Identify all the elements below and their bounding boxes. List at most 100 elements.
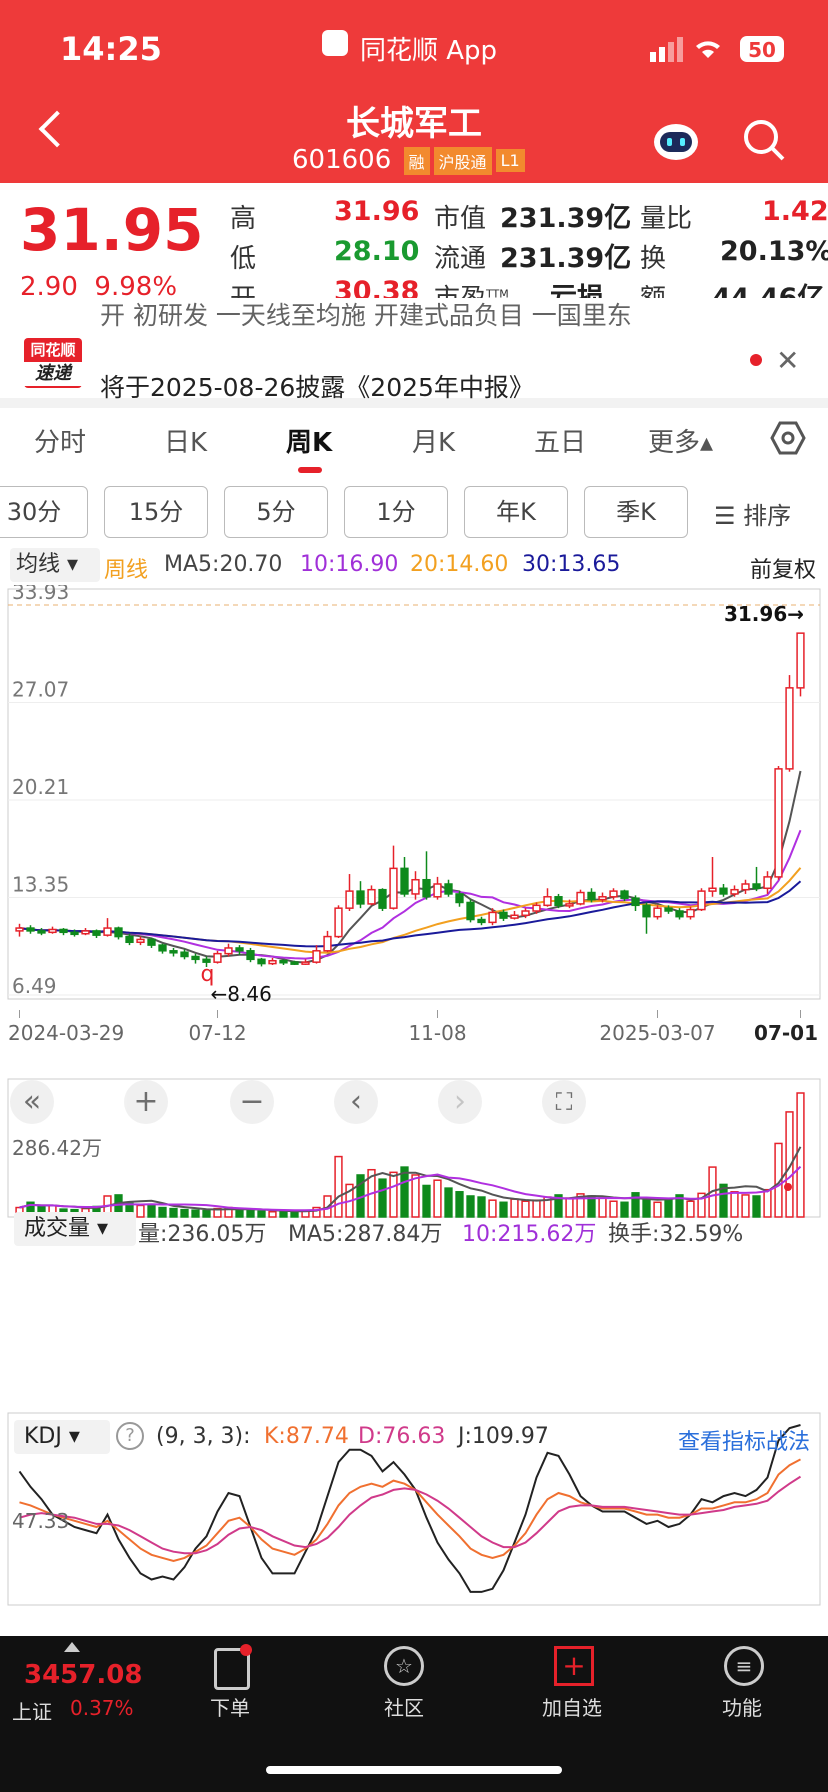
- tag-margin: 融: [403, 146, 430, 175]
- scroll-right-icon[interactable]: ›: [438, 1080, 482, 1124]
- index-value[interactable]: 3457.08: [24, 1660, 143, 1690]
- index-up-arrow-icon: [64, 1642, 80, 1652]
- close-icon[interactable]: ✕: [776, 344, 800, 377]
- tab-year-k[interactable]: 年K: [464, 486, 568, 538]
- candle-body: [345, 890, 354, 909]
- kdj-j: J:109.97: [458, 1424, 549, 1449]
- news-text[interactable]: 将于2025-08-26披露《2025年中报》: [100, 373, 534, 402]
- candle-body: [444, 883, 453, 895]
- volume-bar: [763, 1188, 772, 1218]
- settings-icon[interactable]: [770, 420, 806, 456]
- volume-selector[interactable]: 成交量 ▾: [14, 1212, 136, 1246]
- kdj-j-line: [18, 1424, 801, 1593]
- tab-15min[interactable]: 15分: [104, 486, 208, 538]
- candle-body: [532, 904, 541, 912]
- tab-season-k[interactable]: 季K: [584, 486, 688, 538]
- tab-more[interactable]: 更多▴: [648, 428, 714, 458]
- candle-body: [653, 907, 662, 918]
- volume-bar: [642, 1199, 651, 1218]
- function-icon[interactable]: ≡: [724, 1646, 764, 1686]
- adjust-mode[interactable]: 前复权: [750, 558, 817, 583]
- candle-body: [400, 867, 409, 895]
- volume-value: 量:236.05万: [138, 1222, 267, 1247]
- zoom-out-icon[interactable]: −: [230, 1080, 274, 1124]
- volume-ma10-line: [19, 1165, 802, 1212]
- help-icon[interactable]: ?: [116, 1422, 144, 1450]
- nav-community[interactable]: 社区: [384, 1696, 424, 1720]
- battery-level: 50: [748, 38, 776, 62]
- add-watchlist-icon[interactable]: +: [554, 1646, 594, 1686]
- indicator-strategy-link[interactable]: 查看指标战法: [678, 1430, 811, 1455]
- ma-selector[interactable]: 均线 ▾: [10, 548, 100, 582]
- price-annotation: q: [201, 962, 215, 987]
- volume-bar: [257, 1210, 266, 1218]
- tab-daily-k[interactable]: 日K: [164, 428, 208, 458]
- tab-weekly-k[interactable]: 周K: [286, 428, 333, 458]
- order-icon[interactable]: [214, 1648, 250, 1690]
- scroll-left-icon[interactable]: ‹: [334, 1080, 378, 1124]
- zoom-in-icon[interactable]: +: [124, 1080, 168, 1124]
- candle-body: [488, 911, 497, 924]
- volume-axis-label: 286.42万: [12, 1136, 102, 1160]
- ma30-line: [19, 880, 802, 948]
- news-banner[interactable]: [0, 298, 828, 408]
- kline-chart[interactable]: 33.93 27.07 20.21 13.35 6.49 2024-03-29 07-12 1…: [0, 585, 828, 1615]
- tab-five-day[interactable]: 五日: [534, 428, 587, 458]
- robot-assistant-icon[interactable]: [652, 118, 700, 162]
- volume-bar: [202, 1209, 211, 1218]
- legend-ma30: 30:13.65: [522, 552, 621, 577]
- volume-bar: [411, 1174, 420, 1218]
- moving-averages: [19, 770, 802, 964]
- tab-30min[interactable]: 30分: [0, 486, 88, 538]
- volume-bar: [180, 1208, 189, 1218]
- news-previous-line: 开 初研发 一天线至均施 开建式品负目 一国里东: [100, 301, 632, 330]
- candle-body: [466, 901, 475, 921]
- candle-body: [114, 927, 123, 938]
- nav-add-watchlist[interactable]: 加自选: [542, 1696, 602, 1720]
- fullscreen-icon[interactable]: ⛶: [542, 1080, 586, 1124]
- volume-ma5: MA5:287.84万: [288, 1222, 443, 1247]
- tab-intraday[interactable]: 分时: [34, 428, 87, 458]
- stock-code-line: 601606 融沪股通 L1: [292, 145, 525, 175]
- candle-body: [301, 961, 310, 965]
- volume-bar: [455, 1191, 464, 1218]
- nav-order[interactable]: 下单: [210, 1696, 250, 1720]
- candle-body: [411, 878, 420, 895]
- candle-body: [125, 935, 134, 944]
- kdj-k: K:87.74: [264, 1424, 349, 1449]
- zoom-out-range-icon[interactable]: «: [10, 1080, 54, 1124]
- candle-body: [686, 908, 695, 918]
- volume-bar: [400, 1166, 409, 1218]
- candle-body: [763, 876, 772, 890]
- sort-button[interactable]: ☰ 排序: [714, 502, 792, 530]
- volume-bar: [378, 1178, 387, 1218]
- legend-ma20: 20:14.60: [410, 552, 509, 577]
- high-value: 31.96: [334, 196, 420, 227]
- change-percent: 9.98%: [94, 272, 178, 302]
- candle-body: [334, 907, 343, 938]
- tag-level: L1: [495, 149, 525, 172]
- date-axis-label: 07-12: [188, 1021, 246, 1045]
- price-axis-label: 27.07: [12, 678, 69, 702]
- app-logo-icon: [322, 30, 348, 56]
- tab-1min[interactable]: 1分: [344, 486, 448, 538]
- candle-body: [554, 896, 563, 907]
- news-logo-top: 同花顺: [30, 341, 76, 359]
- indicator-selector[interactable]: KDJ ▾: [14, 1420, 110, 1454]
- candle-body: [246, 950, 255, 961]
- volume-selector-label: 成交量: [24, 1216, 91, 1241]
- volume-bar: [158, 1206, 167, 1218]
- candle-body: [268, 959, 277, 965]
- nav-function[interactable]: 功能: [722, 1696, 762, 1720]
- tab-monthly-k[interactable]: 月K: [412, 428, 456, 458]
- tab-5min[interactable]: 5分: [224, 486, 328, 538]
- search-icon[interactable]: [742, 118, 786, 162]
- volume-bar: [664, 1198, 673, 1218]
- kdj-d-line: [19, 1475, 802, 1555]
- candle-body: [15, 927, 24, 932]
- volume-bar: [752, 1195, 761, 1218]
- volume-bar: [796, 1092, 805, 1218]
- candle-body: [565, 903, 574, 907]
- candle-body: [81, 930, 90, 935]
- community-icon[interactable]: ☆: [384, 1646, 424, 1686]
